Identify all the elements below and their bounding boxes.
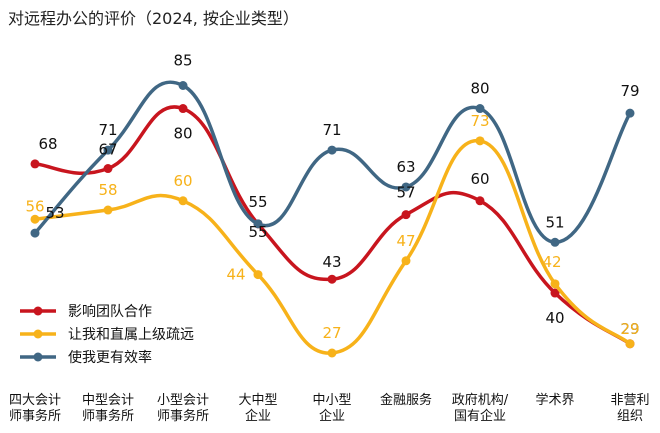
chart-title: 对远程办公的评价（2024, 按企业类型） [8, 9, 299, 28]
data-label-1-2: 60 [173, 172, 192, 190]
data-label-2-3: 55 [248, 193, 267, 211]
data-label-1-8: 29 [620, 320, 639, 338]
data-label-0-5: 57 [396, 184, 415, 202]
data-point-0-4 [327, 274, 337, 284]
legend-swatch-dot-1 [33, 329, 43, 339]
data-point-0-7 [550, 288, 560, 298]
data-label-2-7: 51 [545, 213, 564, 231]
data-point-1-3 [253, 270, 263, 280]
data-point-1-4 [327, 348, 337, 358]
x-tick-label-0: 四大会计师事务所 [9, 393, 61, 424]
data-label-1-1: 58 [98, 181, 117, 199]
data-label-0-1: 67 [98, 141, 117, 159]
data-label-1-0: 56 [25, 197, 44, 215]
data-point-2-0 [30, 228, 40, 238]
data-label-0-3: 55 [248, 223, 267, 241]
data-point-1-6 [475, 136, 485, 146]
data-label-1-5: 47 [396, 232, 415, 250]
data-label-2-0: 53 [45, 204, 64, 222]
data-point-0-2 [178, 104, 188, 114]
data-point-1-8 [625, 339, 635, 349]
legend-label-2: 使我更有效率 [68, 349, 152, 366]
data-point-1-5 [401, 256, 411, 266]
data-point-2-3 [253, 219, 263, 229]
data-label-2-1: 71 [98, 121, 117, 139]
data-point-1-2 [178, 196, 188, 206]
x-tick-label-2: 小型会计师事务所 [157, 393, 209, 424]
x-tick-label-7: 学术界 [535, 392, 574, 408]
data-point-2-5 [401, 182, 411, 192]
data-point-1-1 [103, 205, 113, 215]
data-label-0-7: 40 [545, 309, 564, 327]
x-tick-label-8: 非营利组织 [610, 393, 649, 424]
data-label-0-0: 68 [38, 135, 57, 153]
data-label-2-6: 80 [470, 80, 489, 98]
data-label-0-2: 80 [173, 125, 192, 143]
data-label-2-5: 63 [396, 158, 415, 176]
data-label-layer: 68 67805543576040295658604427477342295371… [25, 52, 639, 343]
series-line-1 [33, 139, 632, 355]
data-point-2-6 [475, 104, 485, 114]
data-label-0-4: 43 [322, 253, 341, 271]
data-point-2-1 [103, 145, 113, 155]
x-tick-label-3: 大中型企业 [238, 393, 277, 424]
series-layer [30, 80, 635, 358]
legend-label-1: 让我和直属上级疏远 [68, 326, 194, 343]
data-point-2-7 [550, 237, 560, 247]
data-label-1-4: 27 [322, 324, 341, 342]
data-label-2-4: 71 [322, 121, 341, 139]
data-label-1-7: 42 [542, 253, 561, 271]
data-point-2-4 [327, 145, 337, 155]
x-tick-label-6: 政府机构/国有企业 [452, 393, 509, 424]
data-point-0-5 [401, 210, 411, 220]
data-point-0-6 [475, 196, 485, 206]
x-tick-label-5: 金融服务 [380, 392, 432, 408]
data-label-0-6: 60 [470, 170, 489, 188]
data-label-0-8: 29 [620, 320, 639, 338]
series-line-2 [33, 80, 632, 245]
data-label-1-6: 73 [470, 112, 489, 130]
x-tick-label-4: 中小型企业 [312, 393, 351, 424]
data-point-2-8 [625, 108, 635, 118]
data-point-1-7 [550, 279, 560, 289]
x-tick-label-1: 中型会计师事务所 [82, 393, 134, 424]
legend-swatch-dot-0 [33, 306, 43, 316]
data-label-1-3: 44 [226, 266, 245, 284]
data-label-2-8: 79 [620, 82, 639, 100]
legend-swatch-dot-2 [33, 352, 43, 362]
data-point-0-1 [103, 164, 113, 174]
data-point-2-2 [178, 81, 188, 90]
data-point-1-0 [30, 214, 40, 224]
data-label-2-2: 85 [173, 52, 192, 70]
data-point-0-0 [30, 159, 40, 169]
legend-label-0: 影响团队合作 [68, 304, 152, 320]
